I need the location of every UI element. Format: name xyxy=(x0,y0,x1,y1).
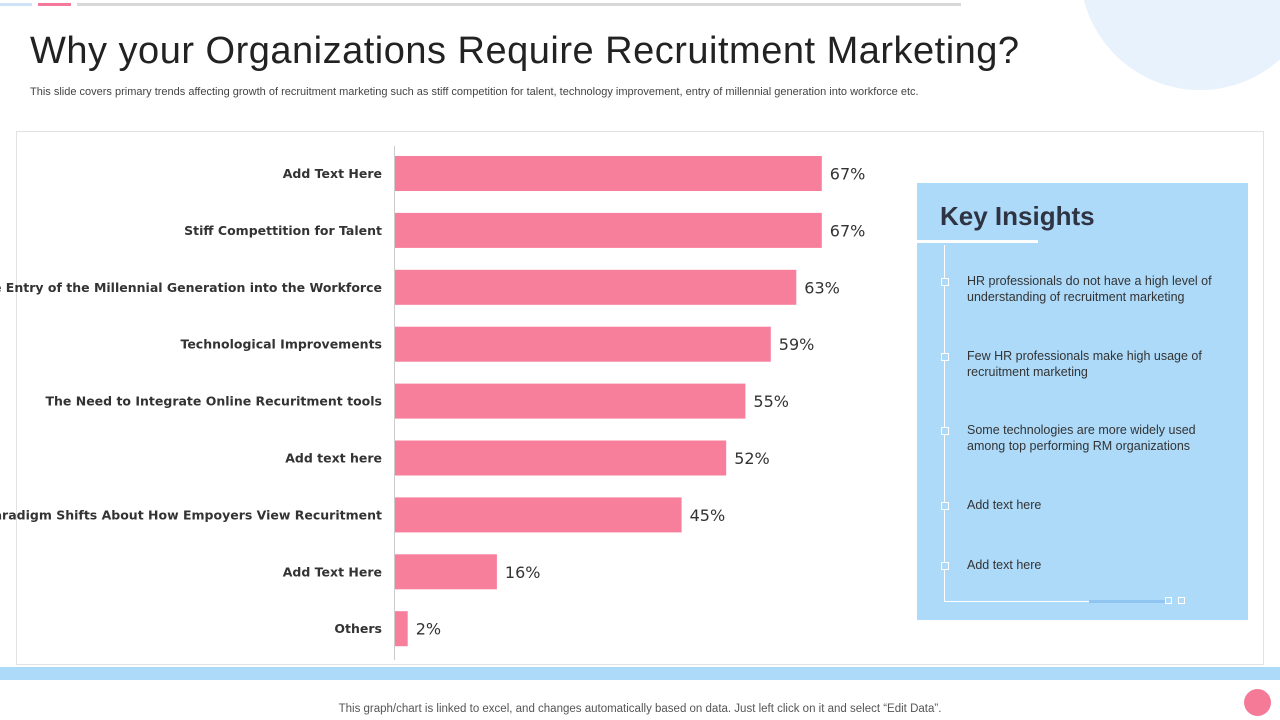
bullet-square-icon xyxy=(941,427,949,435)
value-label: 63% xyxy=(804,278,840,297)
bar[interactable] xyxy=(395,554,497,590)
timeline-accent xyxy=(1089,600,1165,603)
corner-decoration xyxy=(1080,0,1280,90)
category-label: Add text here xyxy=(285,451,382,466)
value-label: 52% xyxy=(734,449,770,468)
category-label: The Entry of the Millennial Generation i… xyxy=(0,280,382,295)
bullet-square-icon xyxy=(941,278,949,286)
bar-chart[interactable]: Add Text Here 67% Stiff Compettition for T… xyxy=(0,0,900,666)
value-label: 67% xyxy=(830,165,866,184)
bar[interactable] xyxy=(395,440,727,476)
chart-y-axis xyxy=(394,146,395,660)
footer-circle-decoration xyxy=(1244,689,1271,716)
bar[interactable] xyxy=(395,497,682,533)
insight-text: Few HR professionals make high usage of … xyxy=(967,349,1202,379)
key-insights-panel: Key Insights HR professionals do not hav… xyxy=(917,183,1248,620)
bar[interactable] xyxy=(395,611,408,647)
bar[interactable] xyxy=(395,383,746,419)
insight-text: Some technologies are more widely used a… xyxy=(967,423,1196,453)
timeline-square-marker xyxy=(1165,597,1172,604)
value-label: 45% xyxy=(690,506,726,525)
value-label: 59% xyxy=(779,335,815,354)
insight-text: Add text here xyxy=(967,498,1042,512)
slide-title: Why your Organizations Require Recruitme… xyxy=(30,30,1020,72)
top-divider-line xyxy=(77,3,961,6)
value-label: 16% xyxy=(505,563,541,582)
bar[interactable] xyxy=(395,156,822,191)
key-insights-underline xyxy=(917,240,1038,243)
category-label: Others xyxy=(334,621,382,636)
bar[interactable] xyxy=(395,269,797,305)
category-label: Add Text Here xyxy=(283,564,382,579)
category-label: Stiff Compettition for Talent xyxy=(184,223,382,238)
bullet-square-icon xyxy=(941,353,949,361)
category-label: The Need to Integrate Online Recuritment… xyxy=(45,394,382,409)
bullet-square-icon xyxy=(941,502,949,510)
value-label: 55% xyxy=(753,392,789,411)
category-label: Technological Improvements xyxy=(180,337,382,352)
footer-note: This graph/chart is linked to excel, and… xyxy=(338,703,942,715)
insight-text: HR professionals do not have a high leve… xyxy=(967,274,1212,304)
bottom-band xyxy=(0,667,1280,680)
timeline-square-marker xyxy=(1178,597,1185,604)
value-label: 67% xyxy=(830,221,866,240)
value-label: 2% xyxy=(416,620,441,639)
top-accent-line-pink xyxy=(38,3,71,6)
bullet-square-icon xyxy=(941,562,949,570)
category-label: Add Text Here xyxy=(283,166,382,181)
slide-subtitle: This slide covers primary trends affecti… xyxy=(30,86,919,98)
top-accent-line xyxy=(0,3,32,6)
key-insights-title: Key Insights xyxy=(940,201,1095,231)
bar[interactable] xyxy=(395,212,822,248)
category-label: Paradigm Shifts About How Empoyers View … xyxy=(0,507,382,522)
timeline-line xyxy=(944,245,945,602)
timeline-baseline xyxy=(944,601,1089,602)
bar[interactable] xyxy=(395,326,771,362)
insight-text: Add text here xyxy=(967,558,1042,572)
